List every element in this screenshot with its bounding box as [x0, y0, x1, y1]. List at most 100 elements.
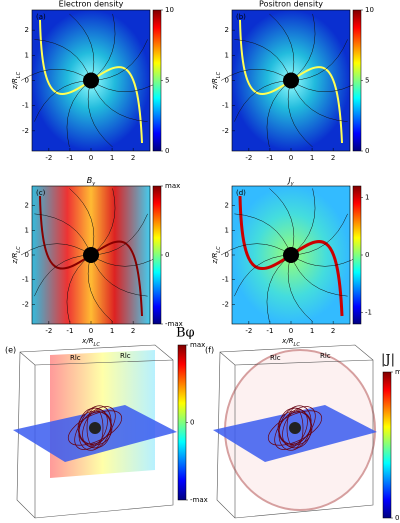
colorbar-tick-label: -1	[365, 309, 372, 317]
panel-letter: (b)	[236, 13, 246, 21]
label-main: J	[286, 176, 291, 185]
y-tick-label: -2	[222, 300, 229, 308]
y-tick-label: 1	[25, 51, 29, 59]
y-tick-label: -1	[222, 102, 229, 110]
label-sub: y	[290, 181, 295, 187]
star	[89, 422, 101, 434]
star	[289, 422, 301, 434]
star	[83, 247, 99, 263]
x-tick-label: 2	[331, 154, 335, 162]
label-sub: LC	[216, 246, 222, 253]
star	[83, 72, 99, 89]
label-main: x/R	[81, 337, 94, 345]
colorbar	[352, 9, 362, 152]
colorbar-tick-label: 0	[365, 251, 369, 259]
y-tick-label: 0	[25, 77, 29, 85]
x-tick-label: -2	[245, 154, 252, 162]
colorbar-tick-label: max	[395, 368, 400, 376]
y-tick-label: 2	[225, 202, 229, 210]
colorbar-label: Bφ	[176, 326, 195, 341]
x-axis-label: x/RLC	[81, 337, 100, 348]
colorbar-tick-label: -max	[165, 320, 183, 328]
colorbar-tick-label: 0	[365, 147, 369, 155]
label-main: z/R	[11, 253, 19, 265]
panel-letter: (a)	[36, 13, 46, 21]
star	[283, 247, 299, 263]
y-axis-label: z/RLC	[211, 246, 222, 265]
label-main: z/R	[211, 253, 219, 265]
y-axis-label: z/RLC	[11, 246, 22, 265]
colorbar-tick-label: 10	[165, 6, 174, 14]
colorbar	[177, 344, 187, 501]
colorbar-tick-label: 5	[365, 77, 369, 85]
field-loop	[67, 410, 123, 446]
label-sub: LC	[294, 342, 301, 348]
colorbar-tick-label: 5	[165, 77, 169, 85]
x-tick-label: -2	[245, 327, 252, 335]
y-tick-label: -2	[22, 300, 29, 308]
colorbar	[152, 9, 162, 152]
y-tick-label: 1	[225, 51, 229, 59]
x-tick-label: -1	[66, 154, 73, 162]
y-tick-label: 0	[25, 251, 29, 259]
x-tick-label: -2	[45, 327, 52, 335]
label-main: B	[87, 176, 93, 185]
x-tick-label: 2	[331, 327, 335, 335]
y-tick-label: 0	[225, 77, 229, 85]
x-tick-label: -1	[66, 327, 73, 335]
x-tick-label: 1	[110, 327, 114, 335]
colorbar-tick-label: 0	[165, 251, 169, 259]
annotation: Rlc	[270, 354, 281, 362]
x-axis-label: x/RLC	[281, 337, 300, 348]
colorbar-tick-label: 0	[190, 419, 194, 427]
y-tick-label: -1	[22, 102, 29, 110]
x-tick-label: 0	[289, 327, 293, 335]
panel-title: Jy	[286, 176, 294, 187]
star	[283, 72, 299, 89]
field-loop	[77, 410, 113, 446]
colorbar-tick-label: 1	[365, 194, 369, 202]
x-tick-label: -1	[266, 327, 273, 335]
panel-letter: (c)	[36, 189, 46, 197]
x-tick-label: -1	[266, 154, 273, 162]
y-tick-label: -2	[22, 127, 29, 135]
colorbar	[382, 371, 392, 519]
y-axis-label: z/RLC	[11, 71, 22, 90]
colorbar-tick-label: -max	[190, 496, 208, 504]
field-loop	[277, 410, 313, 446]
colorbar-tick-label: 0	[165, 147, 169, 155]
x-tick-label: 2	[131, 327, 135, 335]
label-main: z/R	[11, 78, 19, 90]
y-tick-label: -1	[22, 276, 29, 284]
y-tick-label: 1	[25, 226, 29, 234]
y-tick-label: -1	[222, 276, 229, 284]
colorbar-tick-label: max	[190, 341, 205, 349]
annotation: Rlc	[70, 354, 81, 362]
colorbar-tick-label: max	[165, 182, 180, 190]
y-tick-label: 0	[225, 251, 229, 259]
colorbar-tick-label: 10	[365, 6, 374, 14]
label-sub: y	[91, 181, 96, 187]
x-tick-label: 0	[89, 154, 93, 162]
label-sub: LC	[94, 342, 101, 348]
panel-title: Positron density	[259, 0, 323, 9]
colorbar	[152, 185, 162, 325]
x-tick-label: 0	[89, 327, 93, 335]
label-sub: LC	[216, 71, 222, 78]
panel-letter: (f)	[205, 346, 214, 355]
label-sub: LC	[16, 71, 22, 78]
panel-title: Electron density	[59, 0, 124, 9]
x-tick-label: 0	[289, 154, 293, 162]
panel-title: By	[87, 176, 97, 187]
x-tick-label: 1	[110, 154, 114, 162]
label-sub: LC	[16, 246, 22, 253]
colorbar-label: |J|	[381, 353, 395, 368]
x-tick-label: 1	[310, 154, 314, 162]
y-tick-label: -2	[222, 127, 229, 135]
panel-letter: (e)	[5, 346, 16, 355]
y-tick-label: 1	[225, 226, 229, 234]
label-main: z/R	[211, 78, 219, 90]
field-loop	[267, 410, 323, 446]
annotation: Rlc	[120, 352, 131, 360]
